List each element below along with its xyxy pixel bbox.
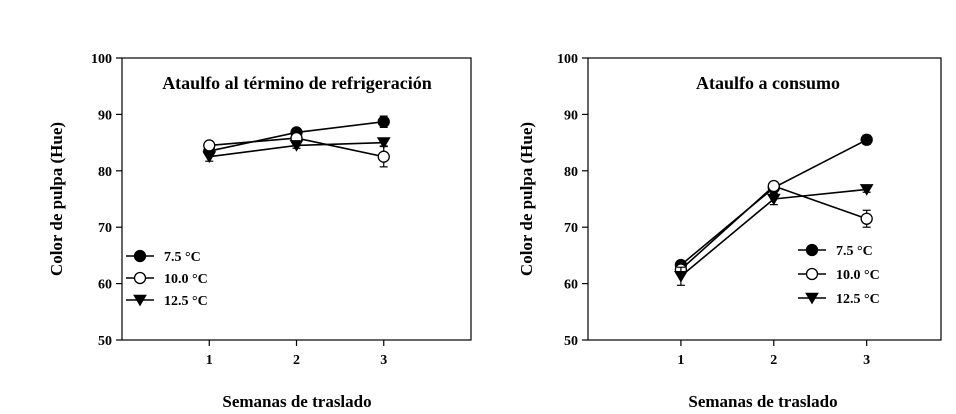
x-tick-label: 3 bbox=[380, 353, 387, 368]
legend-entry: 10.0 °C bbox=[126, 271, 208, 287]
data-point bbox=[767, 179, 780, 193]
chart-title: Ataulfo al término de refrigeración bbox=[162, 73, 432, 93]
data-point bbox=[860, 133, 873, 146]
legend-label: 7.5 °C bbox=[164, 250, 201, 265]
y-tick-label: 60 bbox=[98, 278, 112, 293]
data-point bbox=[376, 137, 391, 149]
axis-ticks: 50 60 70 80 90 100 1 2 3 bbox=[557, 52, 870, 368]
data-point bbox=[859, 184, 874, 196]
data-point bbox=[203, 139, 216, 152]
data-point bbox=[377, 150, 390, 163]
x-tick-label: 1 bbox=[677, 353, 684, 368]
x-axis-label: Semanas de traslado bbox=[222, 392, 371, 411]
series-layer bbox=[674, 133, 874, 286]
chart-panel-consumption: Ataulfo a consumo Semanas de traslado Co… bbox=[517, 52, 942, 411]
data-point bbox=[289, 140, 304, 152]
legend-entry: 10.0 °C bbox=[798, 267, 880, 283]
legend-entry: 7.5 °C bbox=[798, 243, 873, 259]
y-tick-label: 50 bbox=[564, 334, 578, 349]
y-tick-label: 90 bbox=[564, 108, 578, 123]
y-tick-label: 70 bbox=[564, 221, 578, 236]
y-tick-label: 80 bbox=[564, 165, 578, 180]
legend-marker bbox=[805, 267, 819, 281]
y-axis-label: Color de pulpa (Hue) bbox=[517, 122, 536, 276]
y-tick-label: 90 bbox=[98, 108, 112, 123]
legend-marker bbox=[805, 243, 819, 257]
x-tick-label: 1 bbox=[206, 353, 213, 368]
chart-title: Ataulfo a consumo bbox=[696, 73, 840, 93]
x-tick-label: 3 bbox=[863, 353, 870, 368]
legend-label: 12.5 °C bbox=[836, 292, 880, 307]
y-tick-label: 50 bbox=[98, 334, 112, 349]
legend-marker bbox=[133, 249, 147, 263]
series-2 bbox=[674, 184, 874, 286]
legend-label: 10.0 °C bbox=[836, 268, 880, 283]
legend-label: 7.5 °C bbox=[836, 244, 873, 259]
legend-label: 10.0 °C bbox=[164, 272, 208, 287]
axis-ticks: 50 60 70 80 90 100 1 2 3 bbox=[91, 52, 387, 368]
legend-entry: 12.5 °C bbox=[126, 294, 208, 309]
legend-marker bbox=[133, 294, 147, 307]
data-point bbox=[674, 270, 688, 283]
legend: 7.5 °C 10.0 °C 12.5 °C bbox=[126, 249, 208, 309]
legend-marker bbox=[133, 271, 147, 285]
y-tick-label: 70 bbox=[98, 221, 112, 236]
series-2 bbox=[202, 137, 391, 164]
y-tick-label: 80 bbox=[98, 165, 112, 180]
x-tick-label: 2 bbox=[770, 353, 777, 368]
x-tick-label: 2 bbox=[293, 353, 300, 368]
series-layer bbox=[202, 115, 391, 168]
legend-label: 12.5 °C bbox=[164, 294, 208, 309]
legend-entry: 7.5 °C bbox=[126, 249, 201, 265]
x-axis-label: Semanas de traslado bbox=[688, 392, 837, 411]
y-tick-label: 100 bbox=[557, 52, 578, 67]
data-point bbox=[766, 193, 781, 206]
chart-panel-refrigeration: Ataulfo al término de refrigeración Sema… bbox=[47, 52, 472, 411]
y-tick-label: 60 bbox=[564, 278, 578, 293]
legend: 7.5 °C 10.0 °C 12.5 °C bbox=[798, 243, 880, 307]
y-axis-label: Color de pulpa (Hue) bbox=[47, 122, 66, 276]
y-tick-label: 100 bbox=[91, 52, 112, 67]
data-point bbox=[860, 212, 873, 225]
plot-frame bbox=[587, 57, 942, 341]
legend-marker bbox=[805, 292, 819, 305]
data-point bbox=[377, 115, 390, 128]
legend-entry: 12.5 °C bbox=[798, 292, 880, 307]
data-point bbox=[202, 151, 217, 164]
